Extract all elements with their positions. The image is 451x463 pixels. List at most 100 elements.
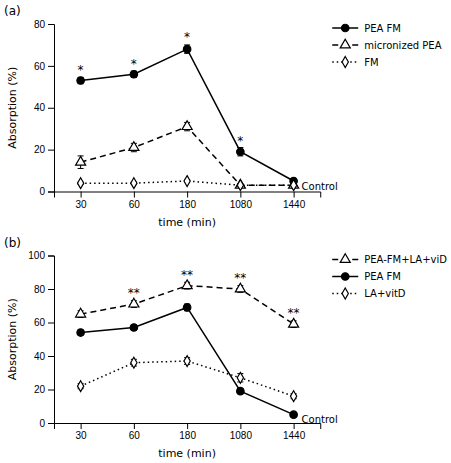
y-tick: 40 bbox=[34, 351, 54, 362]
x-tick: 30 bbox=[76, 423, 88, 441]
y-tick: 0 bbox=[39, 186, 54, 197]
error-bar bbox=[184, 45, 190, 53]
legend-label: PEA-FM+LA+viD bbox=[364, 254, 447, 265]
point bbox=[183, 304, 190, 311]
legend-label: PEA FM bbox=[364, 23, 401, 34]
point bbox=[182, 121, 192, 130]
point bbox=[76, 156, 86, 165]
legend-marker bbox=[341, 273, 348, 280]
x-tick: 60 bbox=[129, 423, 141, 441]
error-bar bbox=[78, 77, 84, 83]
y-tick-label: 60 bbox=[34, 61, 46, 72]
x-tick: 180 bbox=[179, 192, 196, 210]
x-tick-mark bbox=[294, 423, 295, 429]
x-axis-title: time (min) bbox=[158, 216, 216, 229]
y-tick: 20 bbox=[34, 144, 54, 155]
x-axis-line bbox=[55, 192, 321, 198]
plot-area bbox=[76, 280, 299, 419]
annotations: ********Control bbox=[128, 268, 338, 425]
x-tick-label: 1440 bbox=[283, 199, 306, 210]
y-tick-mark bbox=[48, 423, 54, 424]
point bbox=[290, 391, 296, 402]
annotation: Control bbox=[302, 181, 338, 192]
y-tick: 60 bbox=[34, 61, 54, 72]
legend-item: PEA-FM+LA+viD bbox=[332, 254, 447, 265]
x-tick: 1080 bbox=[230, 423, 253, 441]
point bbox=[77, 77, 84, 84]
point bbox=[76, 308, 86, 317]
y-tick-mark bbox=[48, 390, 54, 391]
legend-label: FM bbox=[364, 57, 378, 68]
x-tick-label: 30 bbox=[76, 199, 88, 210]
point bbox=[237, 148, 244, 155]
x-axis-line bbox=[55, 424, 321, 430]
y-tick: 60 bbox=[34, 317, 54, 328]
legend-marker bbox=[340, 39, 350, 48]
x-tick: 1440 bbox=[283, 192, 306, 210]
point bbox=[184, 176, 190, 187]
x-tick-label: 60 bbox=[129, 199, 141, 210]
legend-item: FM bbox=[332, 57, 378, 68]
y-tick-mark bbox=[48, 356, 54, 357]
x-tick-label: 180 bbox=[179, 430, 196, 441]
y-tick: 20 bbox=[34, 384, 54, 395]
y-tick-mark bbox=[48, 150, 54, 151]
series-line bbox=[81, 49, 294, 181]
x-tick-mark bbox=[240, 192, 241, 198]
point bbox=[131, 178, 137, 189]
x-tick-mark bbox=[134, 423, 135, 429]
point bbox=[237, 387, 244, 394]
x-tick-mark bbox=[134, 192, 135, 198]
x-tick: 1440 bbox=[283, 423, 306, 441]
series bbox=[77, 356, 296, 402]
x-tick: 30 bbox=[76, 192, 88, 210]
y-tick-label: 40 bbox=[34, 102, 46, 113]
series bbox=[76, 121, 299, 188]
annotation: * bbox=[184, 30, 190, 44]
legend-marker bbox=[340, 254, 350, 263]
legend: PEA-FM+LA+viD PEA FM LA+vitD bbox=[332, 254, 447, 299]
panel-title: (a) bbox=[4, 4, 21, 18]
y-tick-label: 40 bbox=[34, 351, 46, 362]
panel: 020406080306018010801440time (min)Absorp… bbox=[4, 4, 442, 229]
series bbox=[77, 45, 297, 185]
series-line bbox=[81, 307, 294, 414]
annotation: ** bbox=[288, 306, 300, 320]
y-tick: 0 bbox=[39, 418, 54, 429]
point bbox=[183, 45, 190, 52]
y-axis: 020406080100 bbox=[28, 250, 54, 429]
legend-label: LA+vitD bbox=[364, 288, 406, 299]
y-axis-title: Absorption (%) bbox=[6, 298, 19, 380]
y-tick-mark bbox=[48, 192, 54, 193]
series bbox=[76, 280, 299, 328]
annotation: * bbox=[131, 57, 137, 71]
x-axis: 30 60 180 1080 1440 bbox=[55, 423, 321, 441]
legend-marker bbox=[342, 57, 348, 68]
y-tick-mark bbox=[48, 108, 54, 109]
point bbox=[184, 356, 190, 367]
x-tick-mark bbox=[187, 423, 188, 429]
y-tick: 40 bbox=[34, 102, 54, 113]
y-tick-label: 0 bbox=[39, 186, 45, 197]
series-line bbox=[81, 286, 294, 325]
legend-item: PEA FM bbox=[332, 23, 401, 34]
y-tick-mark bbox=[48, 323, 54, 324]
plot-area bbox=[76, 45, 299, 191]
x-tick-mark bbox=[81, 423, 82, 429]
point bbox=[130, 324, 137, 331]
legend: PEA FMmicronized PEAFM bbox=[332, 23, 441, 68]
x-tick-label: 180 bbox=[179, 199, 196, 210]
legend-item: PEA FM bbox=[332, 271, 401, 282]
legend-marker bbox=[342, 288, 348, 299]
y-tick: 80 bbox=[34, 284, 54, 295]
annotations: ****Control bbox=[78, 30, 338, 193]
error-bar bbox=[184, 304, 190, 311]
annotation: * bbox=[237, 134, 243, 148]
x-tick-mark bbox=[81, 192, 82, 198]
x-axis-title: time (min) bbox=[158, 447, 216, 460]
y-axis-line bbox=[48, 25, 55, 193]
y-axis-title: Absorption (%) bbox=[6, 67, 19, 149]
y-tick-mark bbox=[48, 256, 54, 257]
point bbox=[77, 381, 83, 392]
legend-label: PEA FM bbox=[364, 271, 401, 282]
